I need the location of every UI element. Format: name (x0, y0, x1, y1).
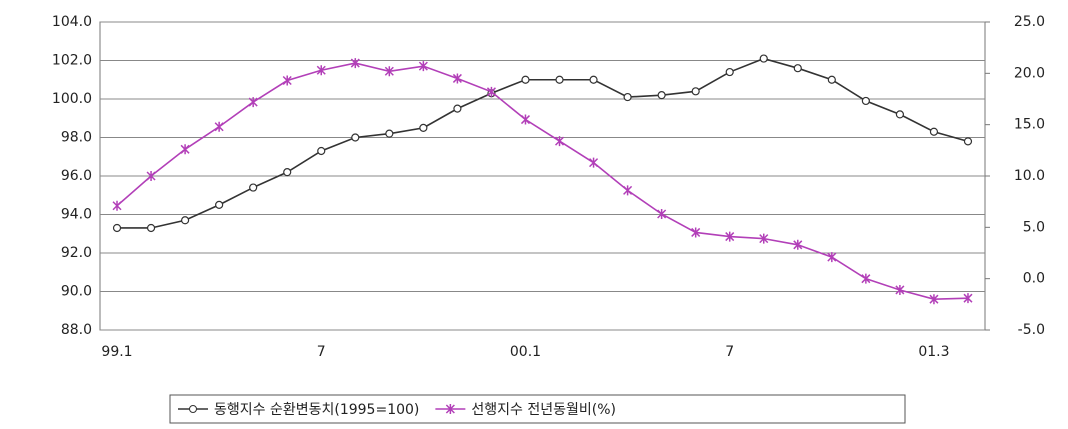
point (691, 87, 700, 96)
point (282, 75, 292, 86)
point (486, 86, 496, 97)
y2-tick-label: 5.0 (1023, 219, 1045, 235)
point (248, 97, 258, 108)
y2-tick-label: 0.0 (1023, 271, 1045, 287)
legend-box (169, 394, 906, 424)
point (963, 293, 973, 304)
point (453, 104, 462, 113)
spacer (1, 385, 2, 386)
y2-tick-label: 15.0 (1014, 117, 1045, 133)
point (623, 185, 633, 196)
point (316, 65, 326, 76)
point (214, 121, 224, 132)
y-tick-label: 98.0 (61, 130, 92, 146)
point (895, 284, 905, 295)
y-tick-label: 104.0 (52, 14, 92, 30)
y2-tick-label: 10.0 (1014, 168, 1045, 184)
x-tick-label: 01.3 (918, 344, 949, 360)
point (929, 127, 939, 136)
series-line (117, 57, 969, 229)
y2-tick-label: -5.0 (1018, 322, 1045, 338)
point (521, 75, 530, 84)
x-tick-label: 99.1 (101, 344, 132, 360)
point (554, 136, 565, 147)
point (623, 92, 632, 102)
point (215, 200, 224, 209)
point (384, 66, 394, 77)
point (112, 223, 122, 233)
point (555, 75, 564, 84)
legend-label: 선행지수 전년동월비(%) (471, 402, 616, 418)
point (283, 168, 292, 177)
point (146, 223, 156, 233)
x-tick-label: 7 (317, 344, 326, 360)
y-tick-label: 88.0 (61, 322, 92, 338)
y-tick-label: 102.0 (52, 53, 92, 69)
legend-marker (189, 405, 197, 413)
series-line (116, 62, 969, 301)
y-tick-label: 92.0 (61, 245, 92, 261)
point (350, 58, 360, 69)
point (827, 75, 836, 84)
point (418, 61, 428, 72)
point (657, 91, 666, 100)
y2-tick-label: 20.0 (1014, 65, 1045, 81)
point (827, 252, 837, 263)
point (419, 123, 428, 132)
x-tick-label: 00.1 (510, 344, 541, 360)
point (725, 67, 734, 77)
y2-tick-label: 25.0 (1014, 14, 1045, 30)
y-tick-label: 94.0 (61, 207, 92, 223)
x-tick-label: 7 (725, 344, 734, 360)
point (963, 137, 973, 146)
point (861, 96, 870, 106)
point (249, 183, 258, 192)
legend-marker (445, 404, 455, 414)
point (180, 216, 190, 225)
point (759, 54, 768, 63)
point (385, 129, 394, 138)
point (589, 157, 599, 168)
point (759, 233, 769, 244)
point (317, 146, 326, 156)
point (657, 208, 667, 219)
point (180, 144, 190, 155)
point (589, 75, 598, 84)
point (452, 73, 462, 84)
legend-label: 동행지수 순환변동치(1995=100) (214, 402, 419, 418)
point (929, 294, 939, 305)
point (895, 110, 905, 119)
y-tick-label: 90.0 (61, 284, 92, 300)
y-tick-label: 96.0 (61, 168, 92, 184)
point (146, 171, 156, 181)
point (725, 231, 735, 242)
point (520, 114, 531, 125)
point (861, 273, 871, 284)
point (351, 133, 360, 142)
y-tick-label: 100.0 (52, 91, 92, 107)
point (691, 227, 701, 238)
point (112, 200, 122, 211)
point (793, 64, 802, 73)
point (793, 239, 803, 250)
